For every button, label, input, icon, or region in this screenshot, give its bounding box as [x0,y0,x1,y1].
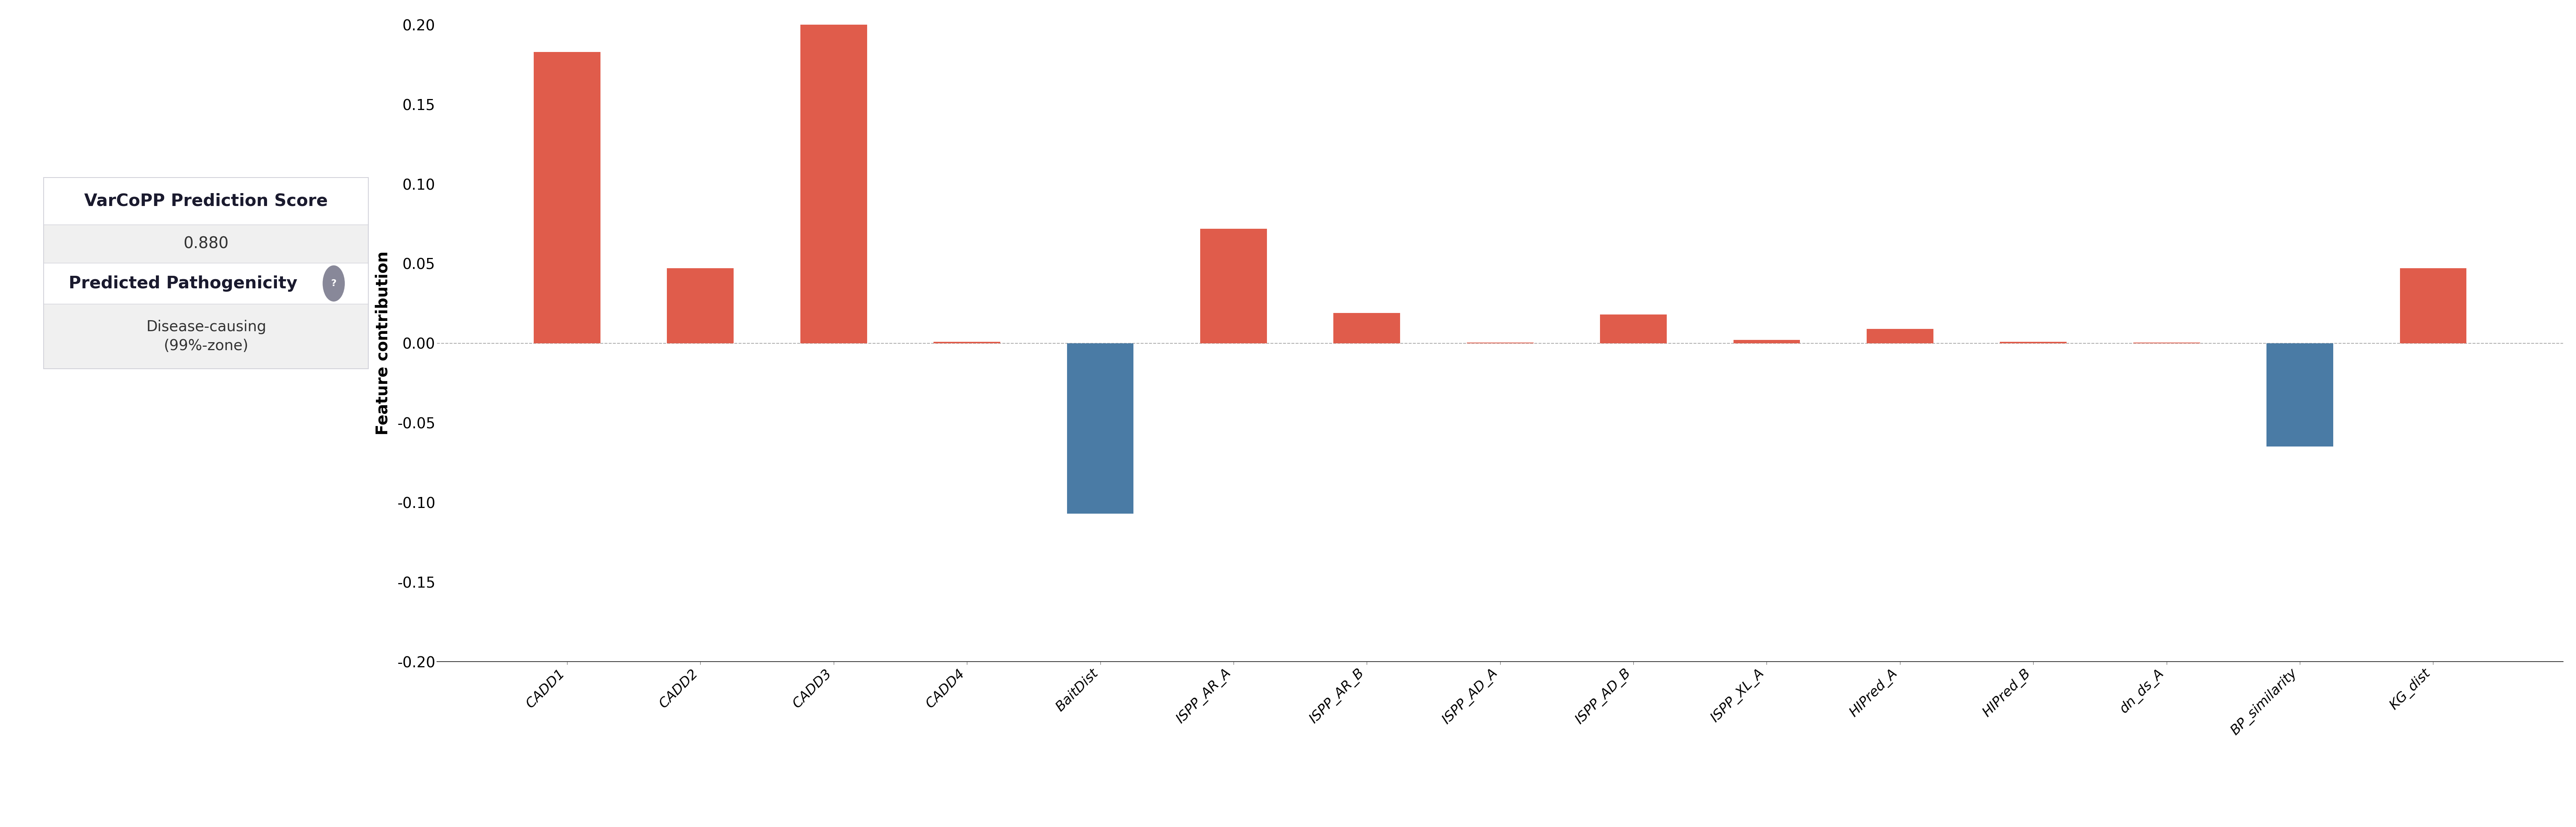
Text: Disease-causing
(99%-zone): Disease-causing (99%-zone) [147,320,265,353]
Bar [1734,340,1801,343]
Bar [533,52,600,343]
Bar [1600,314,1667,343]
FancyBboxPatch shape [44,178,368,225]
Text: Predicted Pathogenicity: Predicted Pathogenicity [70,275,296,292]
FancyBboxPatch shape [44,263,368,304]
Bar [2267,343,2334,447]
Bar [1200,228,1267,343]
Text: VarCoPP Prediction Score: VarCoPP Prediction Score [85,193,327,209]
Bar [1868,329,1935,343]
Bar [1999,342,2066,343]
Bar [1334,313,1401,343]
Bar [667,269,734,343]
Bar [1066,343,1133,514]
Circle shape [322,265,345,301]
Bar [801,17,868,343]
Bar [933,342,999,343]
Bar [2401,269,2465,343]
Y-axis label: Feature contribution: Feature contribution [374,251,392,435]
Text: 0.880: 0.880 [183,236,229,251]
FancyBboxPatch shape [44,304,368,369]
FancyBboxPatch shape [44,225,368,263]
Text: ?: ? [330,279,337,288]
